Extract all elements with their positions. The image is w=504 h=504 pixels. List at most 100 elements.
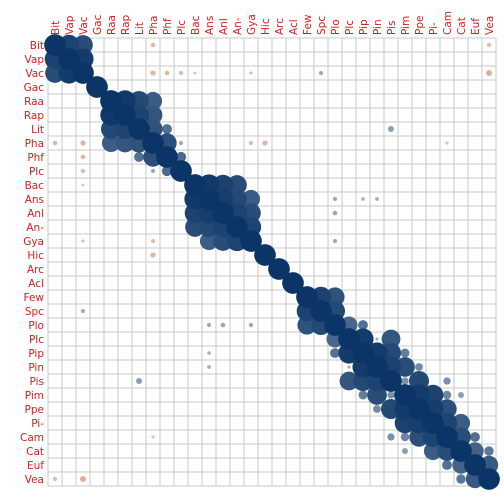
correlation-circle-Plc-Pin (375, 337, 379, 341)
column-label: Pha (148, 16, 160, 35)
correlation-circle-Pha-Vac (80, 140, 86, 146)
correlation-circle-Pin-Plc (347, 365, 351, 369)
correlation-circle-Vea-Cat (456, 474, 466, 484)
correlation-circle-Ans-Gya (241, 189, 261, 209)
correlation-circle-Gya-Vac (81, 239, 85, 243)
column-label: Anl (218, 18, 230, 35)
correlation-circle-Vac-Vea (486, 70, 492, 76)
column-label: Ppe (414, 16, 426, 35)
correlation-circle-Vap-Vap (58, 48, 80, 70)
column-label: Vea (484, 16, 496, 35)
correlation-circle-Bit-Pha (150, 42, 156, 48)
correlation-circle-Few-Few (296, 286, 318, 308)
correlation-circle-Pha-Cam (445, 141, 449, 145)
correlation-circle-Pi--Cat (451, 413, 471, 433)
column-label: Acl (288, 19, 300, 35)
column-label: Lit (134, 22, 146, 35)
row-label: Phf (27, 152, 44, 164)
correlation-circle-Pha-Bit (52, 140, 58, 146)
correlation-circle-Few-Plo (325, 287, 345, 307)
row-label: Hic (27, 250, 44, 262)
correlation-circle-Raa-Raa (100, 90, 122, 112)
row-label: Spc (25, 306, 44, 318)
correlation-circle-Phf-Vac (80, 154, 86, 160)
row-label: Vac (25, 68, 44, 80)
correlation-circle-Cat-Pi- (423, 441, 443, 461)
correlation-circle-Plo-Ans (206, 322, 212, 328)
correlation-circle-Vac-Spc (318, 70, 324, 76)
correlation-circle-Cam-Euf (470, 432, 480, 442)
correlation-circle-Cat-Vea (484, 446, 494, 456)
correlation-circle-Spc-Spc (310, 300, 332, 322)
row-label: Acl (28, 278, 44, 290)
correlation-circle-Rap-Rap (114, 104, 136, 126)
correlation-circle-Pip-Pim (400, 348, 410, 358)
correlation-circle-Lit-Phf (162, 124, 172, 134)
column-label: Ans (204, 16, 216, 35)
correlation-circle-Euf-Euf (464, 454, 486, 476)
correlation-circle-Pin-Pin (366, 356, 388, 378)
correlation-circle-Vea-Vea (478, 468, 500, 490)
correlation-circle-Plc-Plc (170, 160, 192, 182)
correlation-circle-Gya-Pha (150, 238, 156, 244)
correlation-circle-Euf-Cam (442, 460, 452, 470)
column-label: Arc (274, 18, 286, 35)
correlation-circle-Pha-Gya (248, 140, 254, 146)
row-label: Pi- (31, 418, 44, 430)
correlation-circle-Pip-Pip (352, 342, 374, 364)
correlation-circle-Plo-Anl (220, 322, 226, 328)
correlation-circle-Phf-Lit (134, 152, 144, 162)
column-label: Vac (78, 16, 90, 35)
column-label: An- (232, 17, 244, 35)
column-labels: Bit Vap Vac Gac Raa Rap Lit Pha Phf Plc Bac Ans Anl A… (50, 11, 496, 35)
correlation-circle-Ans-Ans (198, 188, 220, 210)
correlation-circle-Pha-Hic (262, 140, 268, 146)
row-label: Anl (27, 208, 44, 220)
correlation-circle-Vea-Vac (80, 476, 86, 482)
correlation-circle-Pim-Cam (442, 390, 452, 400)
correlation-circle-Vea-Bit (52, 476, 58, 482)
correlation-circle-Phf-Plc (175, 151, 187, 163)
column-label: Few (302, 14, 314, 35)
row-label: Pim (25, 390, 44, 402)
correlation-circle-Anl-Plo (332, 210, 338, 216)
correlation-circle-Pip-Ans (207, 351, 211, 355)
correlation-circle-Acl-Acl (282, 272, 304, 294)
correlation-circle-Arc-Arc (268, 258, 290, 280)
correlation-circle-Ans-Pip (361, 197, 365, 201)
correlation-circle-Gya-Ans (199, 231, 219, 251)
correlation-circle-Lit-Pis (388, 126, 394, 132)
column-label: Gac (92, 14, 104, 35)
row-label: Pha (25, 138, 44, 150)
correlation-circle-Pim-Pin (367, 385, 387, 405)
correlation-circle-Cat-Pim (402, 448, 408, 454)
correlation-circle-Pha-Pha (142, 132, 164, 154)
column-label: Raa (106, 15, 118, 35)
row-label: Bit (30, 40, 44, 52)
column-label: Gya (246, 14, 258, 35)
column-label: Rap (120, 15, 132, 35)
column-label: Cat (456, 17, 468, 35)
column-label: Bit (50, 21, 62, 35)
correlation-circle-Ppe-Ppe (408, 398, 430, 420)
correlation-circle-An--Bac (185, 217, 205, 237)
correlation-circle-Pis-Lit (136, 378, 142, 384)
row-label: Plc (29, 334, 44, 346)
column-label: Pip (358, 19, 370, 35)
correlation-circle-Vac-Bac (193, 71, 197, 75)
correlation-circle-Phf-Phf (156, 146, 178, 168)
correlation-circle-Plc-Pis (381, 329, 401, 349)
column-label: Vap (64, 15, 76, 35)
column-label: Pi- (428, 22, 440, 35)
row-label: Arc (27, 264, 44, 276)
correlation-circle-Gya-Anl (213, 231, 233, 251)
column-label: Euf (470, 18, 482, 35)
correlation-circles (44, 34, 500, 490)
correlation-circle-Bit-Bit (44, 34, 66, 56)
row-label: Ans (25, 194, 44, 206)
correlation-circle-Pis-Pis (380, 370, 402, 392)
correlation-circle-Plc-Phf (161, 165, 173, 177)
correlation-circle-Vac-Plc (178, 70, 184, 76)
correlation-circle-Pis-Cam (443, 377, 451, 385)
